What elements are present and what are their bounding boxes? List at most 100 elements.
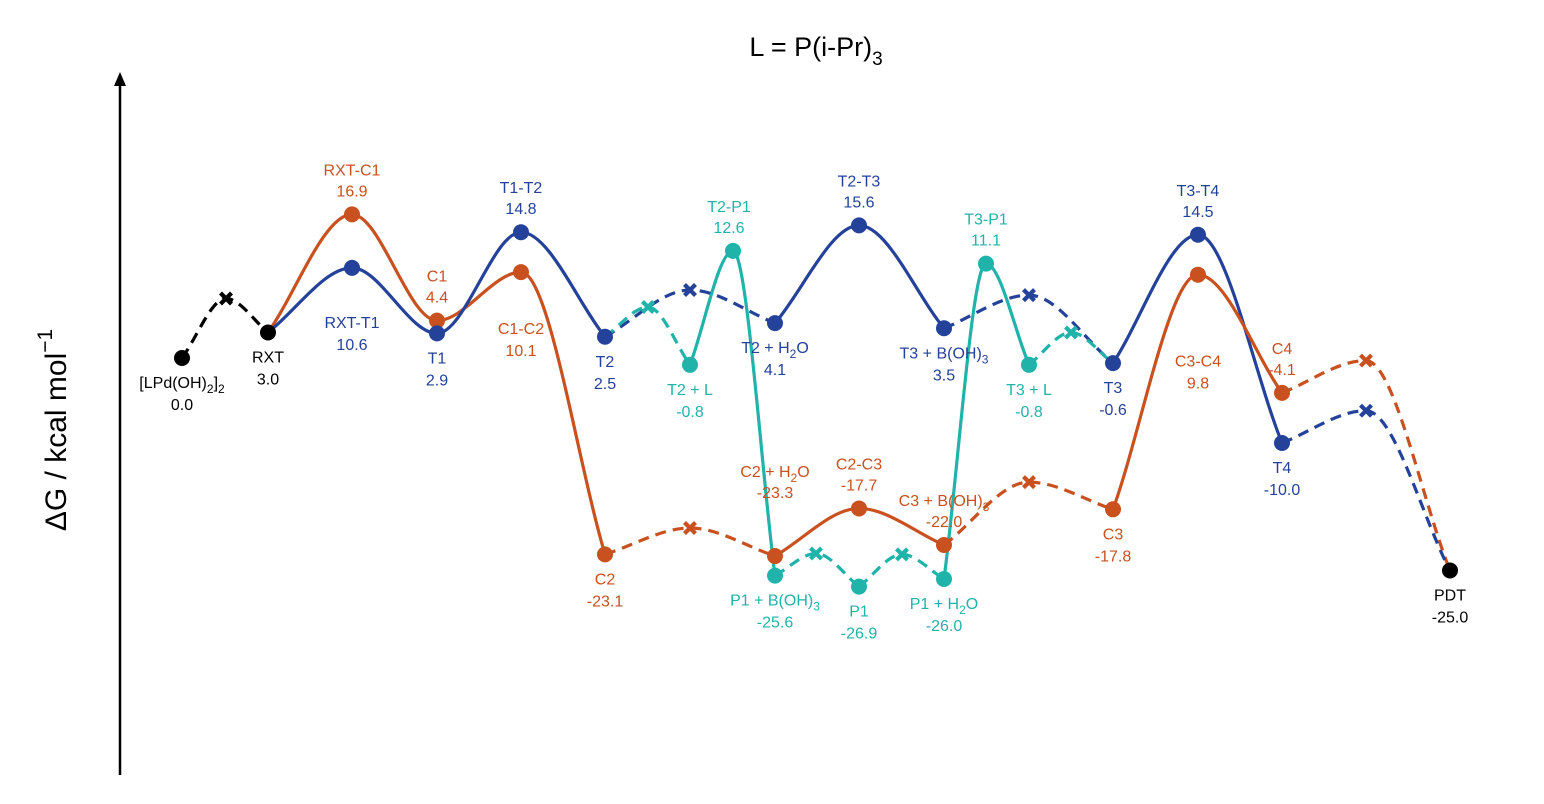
label-value-C2C3: -17.7 — [841, 477, 878, 494]
x-marker-blue-10 — [1359, 403, 1373, 418]
x-marker-blue-2 — [683, 283, 697, 297]
label-value-P1H2O: -26.0 — [926, 618, 963, 635]
label-name-C3BOH: C3 + B(OH)3 — [899, 493, 990, 514]
node-T3L — [1021, 356, 1037, 373]
node-P1 — [851, 578, 867, 595]
node-C2H2O — [767, 548, 783, 565]
label-name-T1: T1 — [428, 350, 447, 367]
label-value-P1: -26.9 — [841, 626, 878, 643]
x-marker-orange-7 — [1022, 475, 1036, 490]
label-value-T2H2O: 4.1 — [764, 362, 786, 379]
label-value-C3: -17.8 — [1095, 548, 1132, 565]
label-value-PDT: -25.0 — [1432, 610, 1469, 627]
solid-path-teal-5 — [942, 262, 1031, 580]
label-name-T2P1: T2-P1 — [707, 199, 751, 216]
series-lines — [180, 212, 1452, 588]
label-name-T2H2O: T2 + H2O — [741, 340, 809, 361]
label-name-R0: [LPd(OH)2]2 — [139, 375, 225, 396]
node-T2H2O — [767, 315, 783, 332]
node-T1T2 — [513, 224, 529, 241]
label-name-T3BOH: T3 + B(OH)3 — [900, 345, 989, 366]
label-name-PDT: PDT — [1434, 588, 1466, 605]
chart-title: L = P(i-Pr)3 — [749, 32, 882, 70]
label-name-C2: C2 — [595, 571, 616, 588]
label-value-T3P1: 11.1 — [971, 233, 1001, 250]
label-value-R0: 0.0 — [171, 397, 193, 414]
label-name-T3: T3 — [1104, 380, 1123, 397]
node-T1 — [429, 325, 445, 342]
label-name-C3: C3 — [1103, 526, 1124, 543]
node-R0 — [174, 350, 190, 366]
label-value-T1: 2.9 — [426, 372, 448, 389]
label-value-T3BOH: 3.5 — [933, 367, 955, 384]
label-value-RXTT1: 10.6 — [336, 337, 367, 354]
node-RXTC1 — [344, 206, 360, 223]
label-value-C1C2: 10.1 — [505, 343, 536, 360]
dashed-path-blue-10 — [1281, 409, 1452, 572]
node-T3T4 — [1190, 226, 1206, 243]
label-name-T3P1: T3-P1 — [964, 212, 1008, 229]
x-marker-orange-9 — [1359, 353, 1373, 368]
node-RXTT1 — [344, 259, 360, 276]
label-name-RXTT1: RXT-T1 — [324, 315, 379, 332]
node-T3BOH — [936, 320, 952, 337]
label-name-RXTC1: RXT-C1 — [324, 162, 381, 179]
label-name-C1: C1 — [427, 269, 448, 286]
node-T3P1 — [978, 255, 994, 272]
node-T3 — [1105, 355, 1121, 372]
dashed-path-teal-4 — [774, 551, 860, 588]
node-C1 — [429, 312, 445, 329]
dashed-path-orange-9 — [1281, 358, 1452, 572]
dashed-path-orange-7 — [943, 480, 1114, 547]
label-value-C4: -4.1 — [1268, 362, 1296, 379]
label-name-T4: T4 — [1273, 460, 1292, 477]
label-value-T2: 2.5 — [594, 376, 616, 393]
x-marker-black-0 — [219, 291, 233, 306]
label-name-P1H2O: P1 + H2O — [910, 596, 979, 617]
dashed-path-orange-1 — [604, 526, 776, 558]
label-value-C3BOH: -22.0 — [926, 514, 963, 531]
label-value-T2L: -0.8 — [676, 404, 704, 421]
label-name-C4: C4 — [1272, 341, 1293, 358]
node-C4 — [1274, 384, 1290, 401]
solid-path-blue-4 — [773, 223, 946, 330]
series-markers — [174, 206, 1458, 595]
node-PDT — [1442, 562, 1458, 579]
label-value-C2H2O: -23.3 — [757, 485, 794, 502]
x-marker-teal-8 — [1064, 325, 1078, 340]
label-value-RXT: 3.0 — [257, 372, 279, 389]
label-value-C1: 4.4 — [426, 290, 448, 307]
data-labels: [LPd(OH)2]20.0 RXT 3.0 RXT-C1 16.9 RXT-T1 10.6… — [139, 162, 1468, 642]
x-marker-blue-6 — [1022, 288, 1036, 303]
label-value-T2P1: 12.6 — [713, 220, 744, 237]
node-T2 — [597, 328, 613, 345]
label-name-P1: P1 — [849, 604, 869, 621]
node-C1C2 — [513, 264, 529, 281]
node-P1H2O — [936, 571, 952, 587]
label-value-T2T3: 15.6 — [843, 194, 874, 211]
label-name-RXT: RXT — [252, 350, 284, 367]
node-C3BOH — [936, 537, 952, 553]
label-value-T1T2: 14.8 — [505, 201, 536, 218]
node-T2P1 — [725, 242, 741, 259]
label-name-P1BOH: P1 + B(OH)3 — [730, 593, 820, 614]
node-C2 — [597, 546, 613, 563]
node-C2C3 — [851, 500, 867, 517]
x-marker-orange-1 — [683, 521, 697, 535]
label-name-C3C4: C3-C4 — [1175, 354, 1221, 371]
node-T2L — [682, 356, 698, 373]
dashed-path-teal-3 — [604, 305, 692, 366]
y-axis-label: ΔG / kcal mol−1 — [34, 329, 73, 531]
node-RXT — [260, 324, 276, 341]
label-name-T2L: T2 + L — [667, 382, 713, 399]
dashed-path-teal-8 — [1028, 330, 1114, 367]
label-name-T2T3: T2-T3 — [838, 173, 881, 190]
label-value-T3L: -0.8 — [1015, 404, 1043, 421]
label-name-C2C3: C2-C3 — [836, 456, 882, 473]
label-name-C2H2O: C2 + H2O — [740, 464, 809, 485]
label-name-T2: T2 — [596, 354, 615, 371]
label-name-C1C2: C1-C2 — [498, 321, 544, 338]
x-marker-teal-4 — [809, 546, 823, 561]
label-value-P1BOH: -25.6 — [757, 615, 794, 632]
